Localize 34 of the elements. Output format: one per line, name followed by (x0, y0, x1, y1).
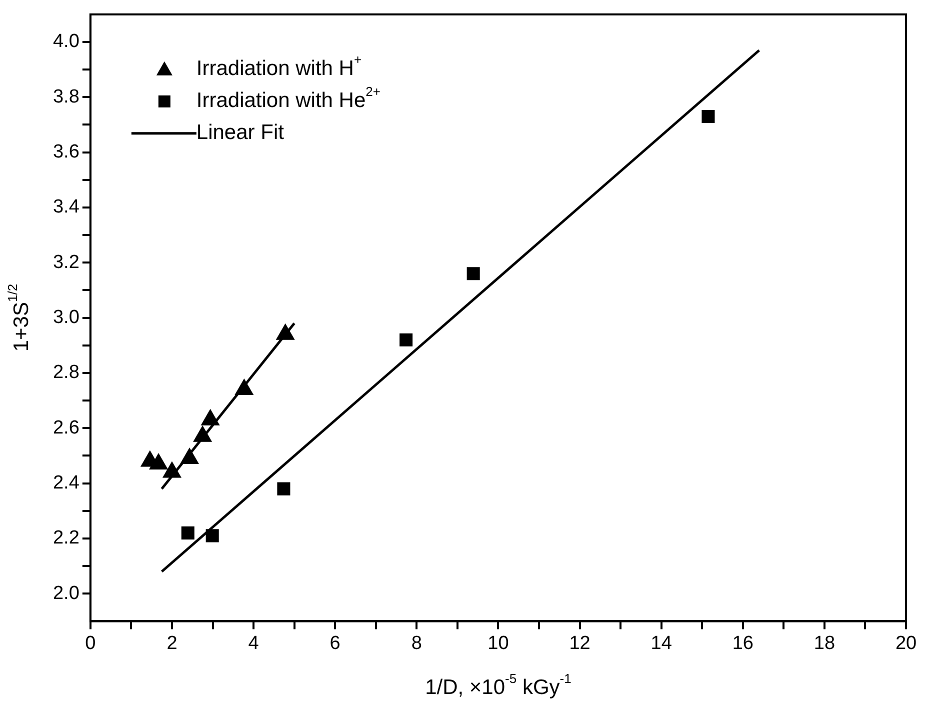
point (162, 462, 182, 478)
y-tick-label: 3.2 (52, 252, 80, 273)
y-tick-label: 3.0 (52, 307, 80, 328)
x-tick-label: 8 (411, 632, 422, 654)
point (149, 453, 168, 470)
x-tick-label: 14 (650, 632, 672, 654)
y-tick-label: 3.8 (52, 86, 80, 108)
x-tick-label: 20 (895, 632, 917, 654)
y-tick-label: 2.4 (52, 472, 80, 494)
point (466, 267, 480, 280)
y-tick-label: 2.6 (52, 417, 80, 438)
y-tick-label: 3.4 (52, 196, 80, 218)
x-tick-label: 0 (85, 632, 96, 654)
x-tick-label: 2 (166, 632, 178, 654)
y-tick-label: 2.0 (52, 582, 80, 604)
point (193, 426, 212, 442)
y-tick-label: 2.8 (52, 362, 80, 384)
point (702, 110, 715, 123)
x-tick-label: 6 (330, 632, 340, 654)
y-tick-label: 4.0 (52, 31, 80, 52)
y-tick-label: 3.6 (52, 142, 80, 163)
y-axis-title: 1+3S1/2 (4, 284, 33, 352)
x-tick-label: 10 (488, 632, 509, 654)
y-tick-label: 2.2 (52, 528, 80, 549)
point (276, 324, 294, 340)
legend-label: Linear Fit (196, 121, 284, 144)
point (180, 448, 199, 464)
x-tick-label: 16 (732, 632, 754, 654)
x-tick-label: 12 (569, 632, 590, 654)
point (201, 409, 220, 426)
point (234, 379, 254, 396)
x-tick-label: 4 (248, 632, 260, 654)
legend-label: Irradiation with H+ (196, 52, 362, 80)
x-tick-label: 18 (814, 632, 836, 654)
